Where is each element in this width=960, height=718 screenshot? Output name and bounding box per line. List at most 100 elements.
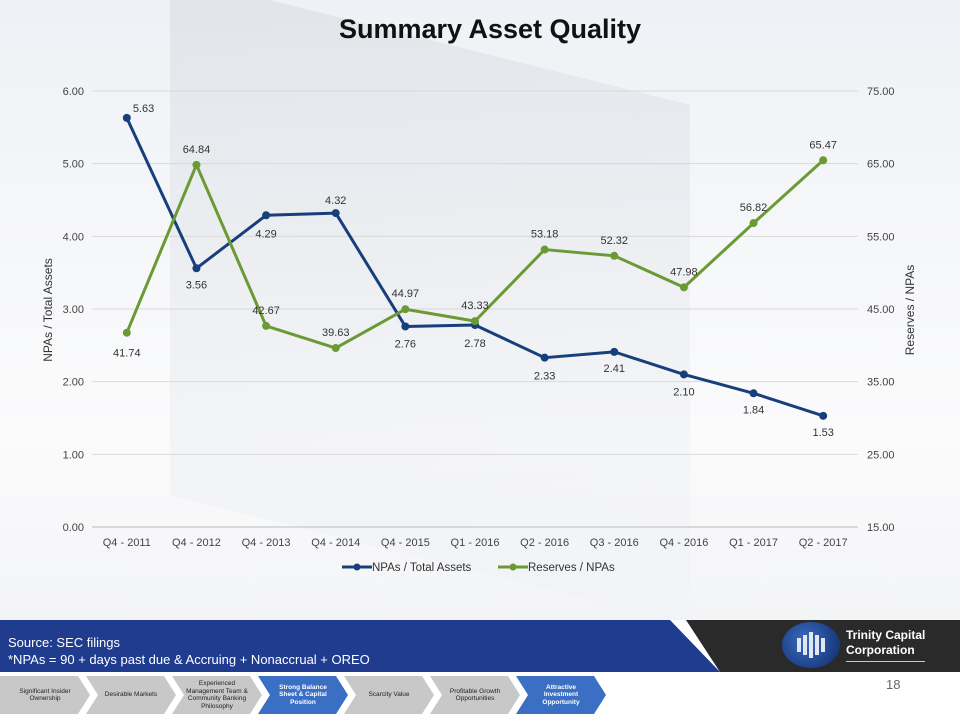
data-point — [540, 245, 549, 254]
data-point — [610, 347, 619, 356]
data-point — [540, 353, 549, 362]
company-name: Trinity Capital Corporation — [846, 628, 926, 662]
data-point — [122, 113, 131, 122]
footer-source: Source: SEC filings *NPAs = 90 + days pa… — [8, 634, 370, 668]
data-label: 2.76 — [395, 338, 416, 350]
x-tick-label: Q4 - 2011 — [103, 537, 151, 549]
data-label: 3.56 — [186, 279, 207, 291]
step-desirable-markets: Desirable Markets — [86, 676, 176, 714]
company-logo: Trinity Capital Corporation — [782, 622, 926, 668]
right-tick-label: 25.00 — [867, 449, 895, 461]
data-label: 2.10 — [673, 386, 694, 398]
data-point — [819, 156, 828, 165]
source-text: Source: SEC filings — [8, 635, 120, 650]
x-tick-label: Q4 - 2013 — [242, 537, 291, 549]
right-tick-label: 15.00 — [867, 522, 895, 534]
x-tick-label: Q2 - 2016 — [520, 537, 569, 549]
data-label: 65.47 — [809, 139, 837, 151]
data-label: 1.53 — [812, 427, 833, 439]
data-point — [192, 264, 201, 273]
right-axis-ticks: 15.00 25.00 35.00 45.00 55.00 65.00 75.00 — [867, 86, 895, 534]
data-point — [401, 322, 410, 331]
data-label: 52.32 — [601, 235, 629, 247]
data-label: 44.97 — [392, 288, 420, 300]
gridlines — [92, 90, 858, 528]
data-point — [122, 328, 131, 337]
step-attractive-investment: Attractive Investment Opportunity — [516, 676, 606, 714]
x-tick-label: Q4 - 2016 — [659, 537, 708, 549]
chart-title: Summary Asset Quality — [338, 14, 642, 44]
left-tick-label: 5.00 — [63, 159, 84, 171]
background — [0, 0, 960, 620]
line-chart: 0.00 1.00 2.00 3.00 4.00 5.00 6.00 15.00 25.00 3… — [41, 86, 917, 574]
data-label: 2.33 — [534, 371, 555, 383]
data-point — [262, 321, 271, 330]
series-line-npas — [125, 117, 824, 418]
data-label: 47.98 — [670, 266, 698, 278]
data-label: 39.63 — [322, 327, 350, 339]
left-axis-label: NPAs / Total Assets — [41, 258, 55, 362]
data-point — [192, 160, 201, 169]
data-point — [819, 411, 828, 420]
x-tick-label: Q4 - 2012 — [172, 537, 221, 549]
legend-label: Reserves / NPAs — [528, 562, 615, 574]
data-label: 5.63 — [133, 103, 154, 115]
step-growth-opportunities: Profitable Growth Opportunities — [430, 676, 520, 714]
x-tick-label: Q4 - 2014 — [311, 537, 360, 549]
data-label: 1.84 — [743, 404, 764, 416]
data-label: 42.67 — [252, 305, 280, 317]
x-axis-ticks: Q4 - 2011 Q4 - 2012 Q4 - 2013 Q4 - 2014 Q4 -… — [103, 537, 848, 549]
right-axis-label: Reserves / NPAs — [903, 265, 917, 355]
page-number: 18 — [886, 677, 901, 692]
data-label: 53.18 — [531, 229, 559, 241]
data-point — [610, 251, 619, 260]
series-group: 5.63 3.56 4.29 4.32 2.76 2.78 2.33 2.41 2.10 1.84… — [113, 103, 837, 439]
x-tick-label: Q4 - 2015 — [381, 537, 430, 549]
data-label: 2.41 — [604, 363, 625, 375]
data-label: 43.33 — [461, 300, 489, 312]
legend: NPAs / Total Assets Reserves / NPAs — [342, 562, 615, 574]
step-management-team: Experienced Management Team & Community … — [172, 676, 262, 714]
legend-label: NPAs / Total Assets — [372, 562, 472, 574]
data-point — [471, 317, 479, 326]
left-tick-label: 6.00 — [63, 86, 84, 98]
left-tick-label: 2.00 — [63, 377, 84, 389]
data-point — [749, 389, 758, 398]
data-point — [679, 370, 688, 379]
data-point — [749, 219, 758, 228]
data-label: 64.84 — [183, 144, 211, 156]
right-tick-label: 75.00 — [867, 86, 895, 98]
left-tick-label: 0.00 — [63, 522, 84, 534]
footer-source-bar — [0, 620, 720, 672]
data-label: 2.78 — [464, 338, 485, 350]
right-tick-label: 65.00 — [867, 159, 895, 171]
step-balance-sheet: Strong Balance Sheet & Capital Position — [258, 676, 348, 714]
right-tick-label: 55.00 — [867, 231, 895, 243]
right-tick-label: 35.00 — [867, 377, 895, 389]
data-point — [262, 211, 271, 220]
left-tick-label: 1.00 — [63, 449, 84, 461]
x-tick-label: Q1 - 2016 — [451, 537, 500, 549]
step-insider-ownership: Significant Insider Ownership — [0, 676, 90, 714]
data-label: 4.32 — [325, 195, 346, 207]
x-tick-label: Q1 - 2017 — [729, 537, 778, 549]
data-point — [401, 305, 410, 314]
investment-thesis-steps: Significant Insider Ownership Desirable … — [0, 676, 620, 714]
logo-columns-icon — [782, 622, 840, 668]
data-point — [331, 344, 340, 353]
data-label: 4.29 — [255, 228, 276, 240]
data-point — [331, 209, 340, 218]
left-tick-label: 4.00 — [63, 231, 84, 243]
data-label: 56.82 — [740, 202, 768, 214]
legend-marker — [509, 563, 517, 571]
right-tick-label: 45.00 — [867, 304, 895, 316]
data-label: 41.74 — [113, 348, 141, 360]
x-tick-label: Q3 - 2016 — [590, 537, 639, 549]
legend-marker — [353, 563, 361, 571]
npa-note: *NPAs = 90 + days past due & Accruing + … — [8, 652, 370, 667]
left-axis-ticks: 0.00 1.00 2.00 3.00 4.00 5.00 6.00 — [63, 86, 84, 534]
step-scarcity-value: Scarcity Value — [344, 676, 434, 714]
left-tick-label: 3.00 — [63, 304, 84, 316]
x-tick-label: Q2 - 2017 — [799, 537, 848, 549]
data-point — [679, 283, 688, 292]
